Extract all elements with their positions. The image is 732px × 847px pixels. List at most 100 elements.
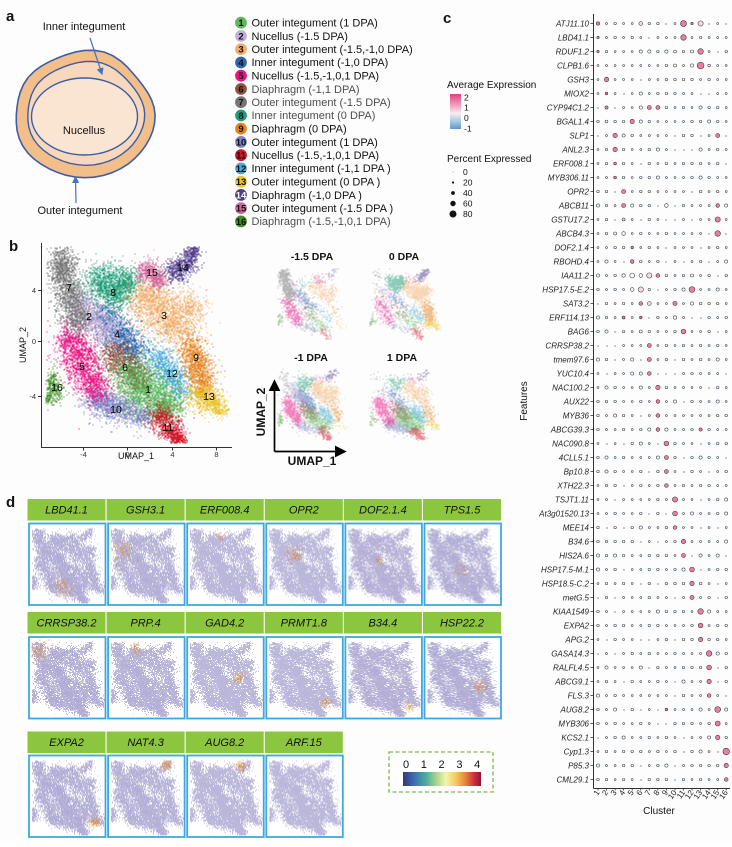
svg-text:15: 15 xyxy=(236,204,247,215)
svg-text:5: 5 xyxy=(626,788,636,797)
svg-text:2: 2 xyxy=(439,759,445,771)
svg-text:Diaphragm (-1.5,-1,0,1 DPA): Diaphragm (-1.5,-1,0,1 DPA) xyxy=(252,216,391,228)
svg-text:Outer integument (-1.5,-1,0 DP: Outer integument (-1.5,-1,0 DPA) xyxy=(252,44,413,56)
svg-text:DOF2.1.4: DOF2.1.4 xyxy=(554,243,589,252)
svg-text:ERF008.4: ERF008.4 xyxy=(200,505,250,517)
svg-text:Outer integument (-1.5 DPA ): Outer integument (-1.5 DPA ) xyxy=(252,203,394,215)
svg-text:MYB306: MYB306 xyxy=(558,719,589,728)
svg-text:11: 11 xyxy=(236,151,247,162)
svg-text:Inner integument (-1,1 DPA ): Inner integument (-1,1 DPA ) xyxy=(252,163,391,175)
svg-text:SAT3.2: SAT3.2 xyxy=(563,299,590,308)
svg-text:16: 16 xyxy=(51,382,63,394)
svg-text:RDUF1.2: RDUF1.2 xyxy=(556,47,590,56)
svg-text:At3g01520.13: At3g01520.13 xyxy=(538,509,589,518)
svg-text:11: 11 xyxy=(163,422,174,434)
svg-text:4CLL5.1: 4CLL5.1 xyxy=(559,453,589,462)
svg-text:MEE14: MEE14 xyxy=(563,523,590,532)
svg-text:metG.5: metG.5 xyxy=(563,593,590,602)
svg-text:UMAP_2: UMAP_2 xyxy=(18,327,28,363)
svg-text:B34.4: B34.4 xyxy=(369,618,398,630)
svg-text:LBD41.1: LBD41.1 xyxy=(558,33,589,42)
svg-text:ABCB4.3: ABCB4.3 xyxy=(555,229,589,238)
svg-text:Diaphragm (-1,0 DPA ): Diaphragm (-1,0 DPA ) xyxy=(252,190,362,202)
svg-text:1: 1 xyxy=(421,759,427,771)
svg-text:CYP94C1.2: CYP94C1.2 xyxy=(547,103,590,112)
svg-text:TPS1.5: TPS1.5 xyxy=(444,505,482,517)
svg-text:NAC090.8: NAC090.8 xyxy=(552,439,589,448)
svg-text:UMAP_1: UMAP_1 xyxy=(288,454,337,468)
svg-text:B34.6: B34.6 xyxy=(568,537,589,546)
svg-text:0: 0 xyxy=(403,759,409,771)
svg-text:GAD4.2: GAD4.2 xyxy=(205,618,244,630)
svg-text:Percent Expressed: Percent Expressed xyxy=(447,154,532,165)
svg-text:MYB306.11: MYB306.11 xyxy=(548,173,589,182)
svg-text:1 DPA: 1 DPA xyxy=(387,352,418,364)
svg-text:7: 7 xyxy=(643,788,653,797)
svg-text:YUC10.4: YUC10.4 xyxy=(557,369,590,378)
svg-text:6: 6 xyxy=(122,362,128,374)
svg-text:APG.2: APG.2 xyxy=(564,635,589,644)
svg-text:b: b xyxy=(9,238,18,255)
svg-text:1: 1 xyxy=(145,384,151,396)
svg-text:10: 10 xyxy=(110,404,122,416)
svg-text:OPR2: OPR2 xyxy=(289,505,319,517)
svg-text:PRMT1.8: PRMT1.8 xyxy=(281,618,328,630)
svg-text:4: 4 xyxy=(32,286,36,295)
svg-text:AUG8.2: AUG8.2 xyxy=(560,705,590,714)
svg-text:Inner integument (-1,0 DPA): Inner integument (-1,0 DPA) xyxy=(252,57,389,69)
svg-text:AUX22: AUX22 xyxy=(563,397,590,406)
svg-text:7: 7 xyxy=(238,98,243,109)
svg-text:MYB36: MYB36 xyxy=(563,411,590,420)
svg-text:Outer integument (-1.5 DPA): Outer integument (-1.5 DPA) xyxy=(252,97,391,109)
svg-text:NAT4.3: NAT4.3 xyxy=(127,737,164,749)
svg-text:20: 20 xyxy=(463,178,473,188)
svg-text:DOF2.1.4: DOF2.1.4 xyxy=(359,505,407,517)
svg-text:4: 4 xyxy=(238,58,244,69)
svg-text:7: 7 xyxy=(66,282,72,294)
svg-text:GSH3: GSH3 xyxy=(567,75,589,84)
svg-text:14: 14 xyxy=(236,190,247,201)
svg-text:4: 4 xyxy=(114,329,120,341)
svg-text:ABCB11: ABCB11 xyxy=(558,201,589,210)
svg-text:Inner integument (0 DPA): Inner integument (0 DPA) xyxy=(252,110,376,122)
svg-text:9: 9 xyxy=(193,352,199,364)
svg-text:HSP17.5-E.2: HSP17.5-E.2 xyxy=(542,285,589,294)
svg-text:FLS.3: FLS.3 xyxy=(568,691,590,700)
svg-text:4: 4 xyxy=(170,450,174,459)
svg-text:GSTU17.2: GSTU17.2 xyxy=(551,215,589,224)
svg-text:6: 6 xyxy=(635,788,645,797)
svg-text:IAA11.2: IAA11.2 xyxy=(561,271,589,280)
svg-text:BAG6: BAG6 xyxy=(568,327,590,336)
svg-text:Average Expression: Average Expression xyxy=(447,80,536,91)
svg-text:40: 40 xyxy=(463,188,473,198)
svg-text:CRRSP38.2: CRRSP38.2 xyxy=(545,341,589,350)
svg-text:0: 0 xyxy=(464,113,469,123)
svg-text:c: c xyxy=(443,10,451,27)
svg-text:2: 2 xyxy=(238,31,243,42)
svg-text:ARF.15: ARF.15 xyxy=(285,737,323,749)
svg-text:LBD41.1: LBD41.1 xyxy=(45,505,88,517)
svg-text:-4: -4 xyxy=(29,392,36,401)
svg-text:ABCG9.1: ABCG9.1 xyxy=(554,677,589,686)
svg-text:EXPA2: EXPA2 xyxy=(49,737,84,749)
svg-text:NAC100.2: NAC100.2 xyxy=(552,383,589,392)
svg-text:0: 0 xyxy=(463,167,468,177)
svg-text:60: 60 xyxy=(463,199,473,209)
svg-text:HSP17.5-M.1: HSP17.5-M.1 xyxy=(541,565,589,574)
svg-text:Features: Features xyxy=(519,381,530,420)
svg-text:AUG8.2: AUG8.2 xyxy=(204,737,244,749)
svg-text:HSP18.5-C.2: HSP18.5-C.2 xyxy=(542,579,590,588)
svg-text:0 DPA: 0 DPA xyxy=(389,251,420,263)
svg-text:ANL2.3: ANL2.3 xyxy=(561,145,589,154)
svg-text:12: 12 xyxy=(166,368,178,380)
svg-text:OPR2: OPR2 xyxy=(567,187,589,196)
svg-text:Nucellus: Nucellus xyxy=(63,125,106,137)
svg-text:16: 16 xyxy=(236,217,247,228)
svg-text:ERF114.13: ERF114.13 xyxy=(549,313,589,322)
svg-text:CML29.1: CML29.1 xyxy=(557,775,589,784)
svg-text:0: 0 xyxy=(32,337,36,346)
svg-text:d: d xyxy=(6,494,15,511)
svg-text:8: 8 xyxy=(652,788,662,797)
svg-text:KIAA1549: KIAA1549 xyxy=(553,607,590,616)
svg-text:12: 12 xyxy=(236,164,247,175)
